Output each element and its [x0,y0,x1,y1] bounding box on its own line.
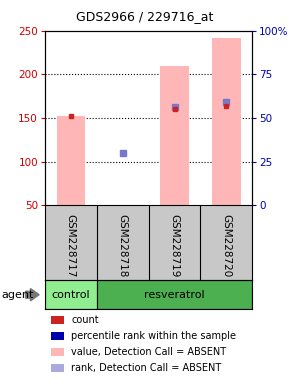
Text: GSM228719: GSM228719 [170,214,180,278]
Bar [57,116,85,205]
Bar [160,66,189,205]
Text: rank, Detection Call = ABSENT: rank, Detection Call = ABSENT [71,363,221,373]
Text: GSM228717: GSM228717 [66,214,76,278]
Text: resveratrol: resveratrol [144,290,205,300]
Bar [45,280,97,309]
Text: GSM228720: GSM228720 [221,214,231,278]
Text: GSM228718: GSM228718 [118,214,128,278]
Bar [212,38,241,205]
Text: value, Detection Call = ABSENT: value, Detection Call = ABSENT [71,347,226,357]
Text: percentile rank within the sample: percentile rank within the sample [71,331,236,341]
Text: GDS2966 / 229716_at: GDS2966 / 229716_at [76,10,214,23]
Text: agent: agent [1,290,34,300]
Text: count: count [71,315,99,325]
Text: control: control [52,290,90,300]
Bar [97,280,252,309]
